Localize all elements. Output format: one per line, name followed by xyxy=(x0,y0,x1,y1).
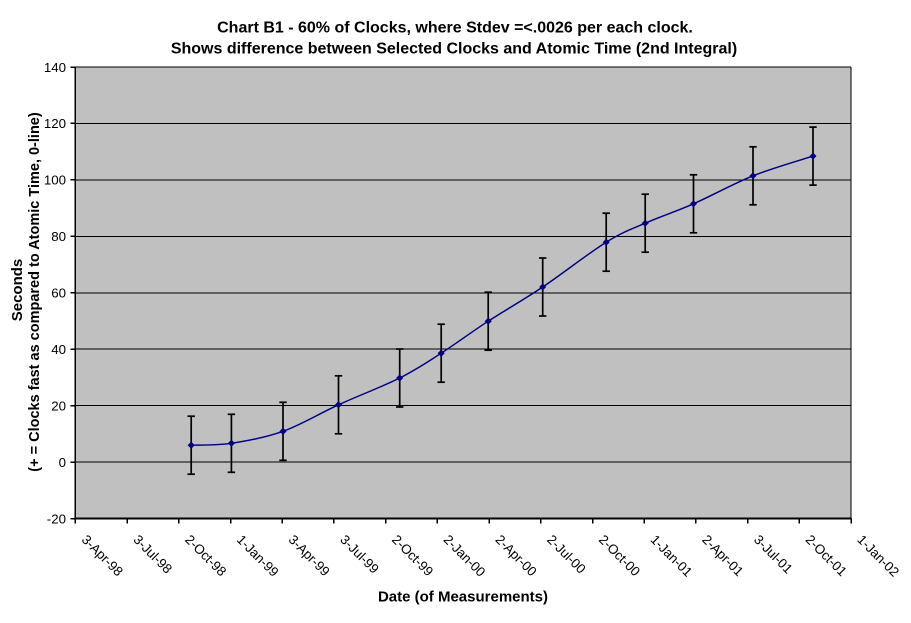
svg-text:2-Jan-00: 2-Jan-00 xyxy=(441,532,489,580)
svg-text:1-Jan-99: 1-Jan-99 xyxy=(234,532,282,580)
svg-text:Chart B1 - 60% of Clocks, wher: Chart B1 - 60% of Clocks, where Stdev =<… xyxy=(217,20,693,37)
svg-text:-20: -20 xyxy=(47,511,66,526)
svg-text:0: 0 xyxy=(59,455,66,470)
svg-text:3-Apr-98: 3-Apr-98 xyxy=(79,532,126,579)
svg-text:80: 80 xyxy=(51,229,66,244)
svg-text:Seconds: Seconds xyxy=(9,259,26,322)
svg-text:2-Oct-99: 2-Oct-99 xyxy=(389,532,436,579)
svg-text:2-Oct-01: 2-Oct-01 xyxy=(803,532,850,579)
svg-text:Shows difference between Selec: Shows difference between Selected Clocks… xyxy=(171,41,737,58)
svg-text:(+ = Clocks fast as compared t: (+ = Clocks fast as compared to Atomic T… xyxy=(27,112,43,472)
svg-text:2-Apr-01: 2-Apr-01 xyxy=(699,532,746,579)
svg-text:40: 40 xyxy=(51,342,66,357)
svg-text:1-Jan-01: 1-Jan-01 xyxy=(648,532,696,580)
svg-text:3-Jul-99: 3-Jul-99 xyxy=(337,532,382,577)
svg-text:3-Jul-98: 3-Jul-98 xyxy=(130,532,175,577)
svg-text:140: 140 xyxy=(44,60,66,75)
svg-text:Date (of Measurements): Date (of Measurements) xyxy=(378,588,548,605)
svg-text:60: 60 xyxy=(51,286,66,301)
svg-text:100: 100 xyxy=(44,173,66,188)
svg-text:2-Oct-00: 2-Oct-00 xyxy=(596,532,643,579)
svg-text:2-Oct-98: 2-Oct-98 xyxy=(182,532,229,579)
svg-text:120: 120 xyxy=(44,116,66,131)
svg-text:1-Jan-02: 1-Jan-02 xyxy=(854,532,902,580)
svg-text:3-Apr-99: 3-Apr-99 xyxy=(286,532,333,579)
svg-text:2-Jul-00: 2-Jul-00 xyxy=(544,532,589,577)
svg-text:2-Apr-00: 2-Apr-00 xyxy=(492,532,539,579)
svg-text:20: 20 xyxy=(51,398,66,413)
svg-text:3-Jul-01: 3-Jul-01 xyxy=(751,532,796,577)
